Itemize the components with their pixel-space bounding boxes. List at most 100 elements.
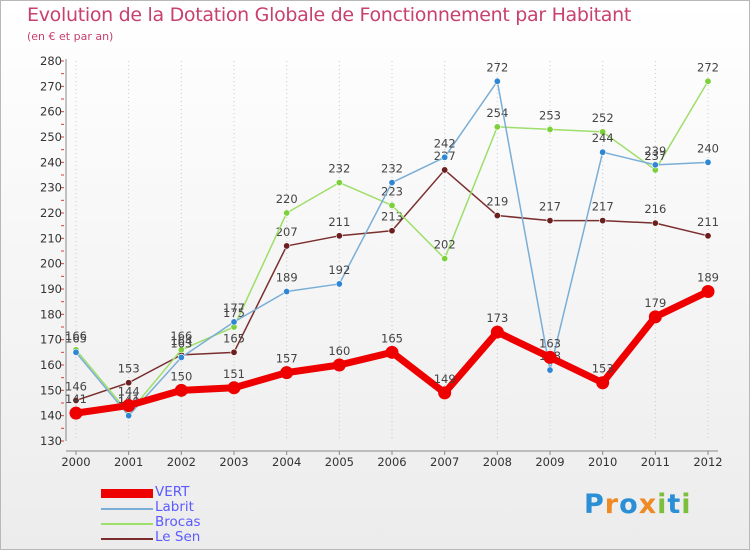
data-label-brocas-2012: 272 xyxy=(697,60,719,74)
data-label-vert-2006: 165 xyxy=(381,331,403,345)
y-tick-label-140: 140 xyxy=(40,409,62,423)
data-label-vert-2007: 149 xyxy=(434,372,456,386)
point-vert-2003 xyxy=(227,381,241,395)
point-vert-2002 xyxy=(174,383,188,397)
y-tick-label-180: 180 xyxy=(40,307,62,321)
data-label-vert-2001: 144 xyxy=(118,385,140,399)
data-label-le-sen-2005: 211 xyxy=(328,215,350,229)
point-le-sen-2012 xyxy=(704,232,712,240)
y-tick-label-220: 220 xyxy=(40,206,62,220)
data-label-vert-2010: 153 xyxy=(592,362,614,376)
point-vert-2011 xyxy=(648,310,662,324)
data-label-labrit-2004: 189 xyxy=(276,271,298,285)
point-labrit-2001 xyxy=(125,412,133,420)
data-label-labrit-2008: 272 xyxy=(486,60,508,74)
legend-label-labrit: Labrit xyxy=(155,499,194,515)
point-labrit-2010 xyxy=(599,148,607,156)
data-label-vert-2004: 157 xyxy=(276,352,298,366)
legend: VERT Labrit Brocas Le Sen xyxy=(101,484,261,546)
legend-label-vert: VERT xyxy=(155,484,190,500)
legend-swatch-vert xyxy=(101,489,153,498)
x-tick-label-2000: 2000 xyxy=(61,455,90,469)
legend-item-vert: VERT xyxy=(101,484,261,501)
legend-item-brocas: Brocas xyxy=(101,514,261,531)
point-vert-2005 xyxy=(332,358,346,372)
y-tick-label-280: 280 xyxy=(40,54,62,68)
point-labrit-2008 xyxy=(493,77,501,85)
data-label-le-sen-2012: 211 xyxy=(697,215,719,229)
point-le-sen-2001 xyxy=(125,379,133,387)
proxiti-logo: Proxiti xyxy=(584,489,692,520)
y-tick-label-250: 250 xyxy=(40,130,62,144)
x-tick-label-2004: 2004 xyxy=(272,455,301,469)
y-tick-label-160: 160 xyxy=(40,358,62,372)
legend-label-le-sen: Le Sen xyxy=(155,529,201,545)
data-label-brocas-2005: 232 xyxy=(328,162,350,176)
data-label-brocas-2003: 175 xyxy=(223,306,245,320)
legend-item-labrit: Labrit xyxy=(101,499,261,516)
chart-subtitle: (en € et par an) xyxy=(27,30,114,43)
data-label-labrit-2005: 192 xyxy=(328,263,350,277)
y-tick-label-260: 260 xyxy=(40,105,62,119)
data-label-vert-2005: 160 xyxy=(328,344,350,358)
data-label-labrit-2011: 239 xyxy=(644,144,666,158)
x-tick-label-2005: 2005 xyxy=(325,455,354,469)
point-labrit-2009 xyxy=(546,366,554,374)
x-tick-label-2001: 2001 xyxy=(114,455,143,469)
data-label-vert-2003: 151 xyxy=(223,367,245,381)
point-le-sen-2007 xyxy=(441,166,449,174)
data-label-labrit-2000: 165 xyxy=(65,331,87,345)
point-vert-2000 xyxy=(69,406,83,420)
data-label-brocas-2011: 237 xyxy=(644,149,666,163)
point-labrit-2007 xyxy=(441,153,449,161)
point-vert-2012 xyxy=(701,285,715,299)
data-label-brocas-2007: 202 xyxy=(434,238,456,252)
y-tick-label-170: 170 xyxy=(40,333,62,347)
point-brocas-2004 xyxy=(283,209,291,217)
x-tick-label-2011: 2011 xyxy=(641,455,670,469)
legend-swatch-labrit xyxy=(101,508,153,510)
data-label-vert-2000: 141 xyxy=(65,392,87,406)
data-label-le-sen-2010: 217 xyxy=(592,200,614,214)
x-tick-label-2006: 2006 xyxy=(377,455,406,469)
point-labrit-2012 xyxy=(704,158,712,166)
point-le-sen-2003 xyxy=(230,348,238,356)
y-tick-label-210: 210 xyxy=(40,231,62,245)
x-tick-label-2008: 2008 xyxy=(483,455,512,469)
y-tick-label-230: 230 xyxy=(40,181,62,195)
point-vert-2004 xyxy=(280,366,294,380)
data-label-labrit-2006: 232 xyxy=(381,162,403,176)
point-vert-2001 xyxy=(122,399,136,413)
chart-title: Evolution de la Dotation Globale de Fonc… xyxy=(27,4,632,26)
data-label-brocas-2010: 252 xyxy=(592,111,614,125)
data-label-brocas-2006: 223 xyxy=(381,184,403,198)
point-le-sen-2004 xyxy=(283,242,291,250)
y-tick-label-150: 150 xyxy=(40,383,62,397)
data-label-le-sen-2008: 219 xyxy=(486,195,508,209)
data-label-labrit-2007: 242 xyxy=(434,136,456,150)
data-label-le-sen-2011: 216 xyxy=(644,202,666,216)
y-tick-label-130: 130 xyxy=(40,434,62,448)
point-vert-2010 xyxy=(596,376,610,390)
point-labrit-2002 xyxy=(177,353,185,361)
point-labrit-2006 xyxy=(388,179,396,187)
point-le-sen-2011 xyxy=(651,219,659,227)
data-label-brocas-2000: 166 xyxy=(65,329,87,343)
data-label-le-sen-2009: 217 xyxy=(539,200,561,214)
data-label-vert-2011: 179 xyxy=(644,296,666,310)
data-label-labrit-2012: 240 xyxy=(697,141,719,155)
x-tick-label-2003: 2003 xyxy=(219,455,248,469)
y-tick-label-200: 200 xyxy=(40,257,62,271)
point-vert-2006 xyxy=(385,345,399,359)
data-label-le-sen-2001: 153 xyxy=(118,362,140,376)
data-label-vert-2012: 189 xyxy=(697,271,719,285)
point-vert-2008 xyxy=(490,325,504,339)
point-brocas-2010 xyxy=(599,128,607,136)
x-tick-label-2002: 2002 xyxy=(167,455,196,469)
point-labrit-2004 xyxy=(283,288,291,296)
data-label-le-sen-2003: 165 xyxy=(223,331,245,345)
x-tick-label-2007: 2007 xyxy=(430,455,459,469)
point-brocas-2006 xyxy=(388,201,396,209)
data-label-brocas-2002: 166 xyxy=(170,329,192,343)
